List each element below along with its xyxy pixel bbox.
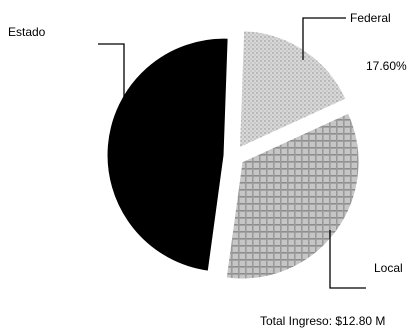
slice-label-estado: Estado [8,25,46,39]
pie-slice-local [225,112,360,280]
pie-slice-estado [106,37,229,272]
leader-line-federal [302,17,346,60]
leader-line-estado [98,43,125,110]
chart-footer-total: Total Ingreso: $12.80 M [260,314,385,328]
pie-slice-federal [239,30,347,149]
leader-line-local [329,230,366,289]
slice-label-federal: Federal [350,11,391,25]
slice-value-federal: 17.60% [366,59,407,73]
slice-label-local: Local [374,261,403,275]
